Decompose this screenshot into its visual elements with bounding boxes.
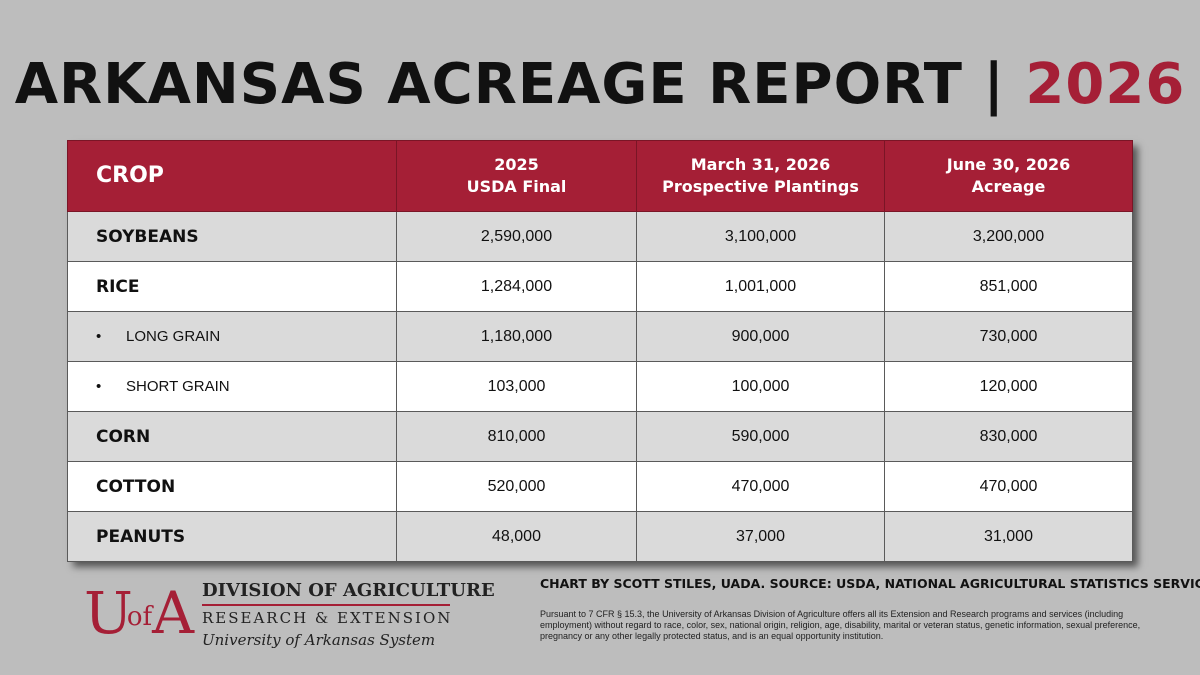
- crop-label: RICE: [96, 276, 140, 297]
- title-main: ARKANSAS ACREAGE REPORT |: [14, 52, 1026, 117]
- crop-label: LONG GRAIN: [126, 328, 221, 345]
- table-body: SOYBEANS 2,590,000 3,100,000 3,200,000 RICE 1…: [67, 211, 1133, 562]
- crop-label: SOYBEANS: [96, 226, 199, 247]
- crop-cell: PEANUTS: [67, 511, 397, 562]
- acreage-value-cell: 48,000: [396, 511, 637, 562]
- crop-label: CORN: [96, 426, 151, 447]
- column-header-line2: Acreage: [971, 177, 1046, 196]
- column-header-label: CROP: [96, 163, 164, 188]
- acreage-table: CROP 2025 USDA Final March 31, 2026 Pros…: [67, 140, 1133, 562]
- logo-mark-of: of: [126, 602, 153, 632]
- crop-cell: CORN: [67, 411, 397, 462]
- logo-mark-u: U: [84, 579, 133, 647]
- subcrop-cell: • SHORT GRAIN: [67, 361, 397, 412]
- column-header-june: June 30, 2026 Acreage: [884, 140, 1133, 212]
- acreage-value-cell: 2,590,000: [396, 211, 637, 262]
- crop-label: SHORT GRAIN: [126, 378, 230, 395]
- column-header-line1: March 31, 2026: [690, 155, 831, 174]
- acreage-value-cell: 1,180,000: [396, 311, 637, 362]
- acreage-value-cell: 1,001,000: [636, 261, 885, 312]
- logo-divider: [202, 604, 450, 606]
- acreage-value-cell: 31,000: [884, 511, 1133, 562]
- table-row: RICE 1,284,000 1,001,000 851,000: [67, 261, 1133, 312]
- logo-research-extension: RESEARCH & EXTENSION: [202, 609, 453, 627]
- table-header-row: CROP 2025 USDA Final March 31, 2026 Pros…: [67, 140, 1133, 212]
- acreage-table-container: CROP 2025 USDA Final March 31, 2026 Pros…: [67, 140, 1133, 562]
- page-title: ARKANSAS ACREAGE REPORT | 2026: [0, 52, 1200, 117]
- acreage-value-cell: 830,000: [884, 411, 1133, 462]
- acreage-value-cell: 730,000: [884, 311, 1133, 362]
- acreage-value-cell: 100,000: [636, 361, 885, 412]
- column-header-line1: June 30, 2026: [946, 155, 1071, 174]
- crop-cell: COTTON: [67, 461, 397, 512]
- column-header-crop: CROP: [67, 140, 397, 212]
- crop-label: COTTON: [96, 476, 176, 497]
- acreage-value-cell: 1,284,000: [396, 261, 637, 312]
- title-year: 2026: [1025, 52, 1186, 117]
- subcrop-cell: • LONG GRAIN: [67, 311, 397, 362]
- bullet-icon: •: [96, 328, 102, 345]
- crop-cell: SOYBEANS: [67, 211, 397, 262]
- crop-label: PEANUTS: [96, 526, 186, 547]
- bullet-icon: •: [96, 378, 102, 395]
- acreage-value-cell: 3,100,000: [636, 211, 885, 262]
- legal-disclaimer: Pursuant to 7 CFR § 15.3, the University…: [540, 609, 1141, 641]
- column-header-line2: Prospective Plantings: [662, 177, 859, 196]
- acreage-value-cell: 851,000: [884, 261, 1133, 312]
- uofa-logo-mark: UofA: [84, 578, 194, 652]
- acreage-value-cell: 37,000: [636, 511, 885, 562]
- acreage-value-cell: 810,000: [396, 411, 637, 462]
- acreage-value-cell: 470,000: [636, 461, 885, 512]
- column-header-line1: 2025: [494, 155, 539, 174]
- acreage-value-cell: 120,000: [884, 361, 1133, 412]
- logo-mark-a: A: [152, 579, 194, 647]
- acreage-value-cell: 520,000: [396, 461, 637, 512]
- acreage-value-cell: 103,000: [396, 361, 637, 412]
- logo-division: DIVISION OF AGRICULTURE: [202, 580, 495, 601]
- table-row: • LONG GRAIN 1,180,000 900,000 730,000: [67, 311, 1133, 362]
- table-row: COTTON 520,000 470,000 470,000: [67, 461, 1133, 512]
- table-row: • SHORT GRAIN 103,000 100,000 120,000: [67, 361, 1133, 412]
- acreage-value-cell: 900,000: [636, 311, 885, 362]
- table-row: CORN 810,000 590,000 830,000: [67, 411, 1133, 462]
- uada-logo: UofA DIVISION OF AGRICULTURE RESEARCH & …: [84, 578, 495, 656]
- logo-system: University of Arkansas System: [202, 631, 436, 649]
- source-credit: CHART BY SCOTT STILES, UADA. SOURCE: USD…: [540, 576, 1200, 591]
- acreage-value-cell: 590,000: [636, 411, 885, 462]
- table-row: PEANUTS 48,000 37,000 31,000: [67, 511, 1133, 562]
- acreage-value-cell: 3,200,000: [884, 211, 1133, 262]
- column-header-march: March 31, 2026 Prospective Plantings: [636, 140, 885, 212]
- column-header-line2: USDA Final: [466, 177, 567, 196]
- table-row: SOYBEANS 2,590,000 3,100,000 3,200,000: [67, 211, 1133, 262]
- crop-cell: RICE: [67, 261, 397, 312]
- column-header-2025: 2025 USDA Final: [396, 140, 637, 212]
- acreage-value-cell: 470,000: [884, 461, 1133, 512]
